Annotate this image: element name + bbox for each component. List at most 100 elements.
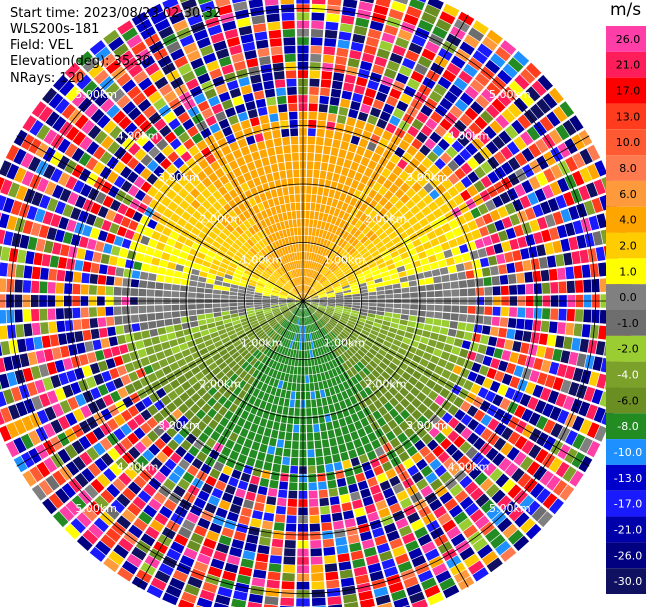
range-gate [102,195,114,208]
range-gate [292,244,297,253]
range-gate [62,231,73,245]
range-gate [559,101,575,118]
range-gate [282,255,287,264]
range-gate [348,279,357,285]
range-gate [235,367,244,376]
range-gate [409,286,418,293]
range-gate [504,462,519,477]
range-gate [264,504,276,514]
range-gate [307,287,313,295]
range-gate [153,471,167,484]
range-gate [213,461,225,472]
range-gate [373,192,383,203]
range-gate [325,309,334,314]
range-gate [416,478,429,491]
range-gate [255,242,263,251]
range-gate [264,217,272,227]
range-gate [213,312,222,318]
range-gate [268,225,275,234]
range-gate [525,355,536,368]
range-gate [287,262,292,271]
range-gate [497,69,513,85]
range-gate [248,593,263,604]
range-gate [514,183,526,197]
range-gate [169,362,180,372]
range-gate [427,254,437,263]
range-gate [263,307,271,311]
range-gate [108,36,125,52]
range-gate [381,423,392,434]
range-gate [258,56,271,66]
range-gate [105,82,120,97]
range-gate [275,353,281,362]
range-gate [198,215,209,226]
range-gate [179,251,189,260]
range-gate [174,241,184,250]
range-gate [435,252,445,261]
range-gate [300,334,302,342]
range-gate [100,53,116,68]
range-gate [297,295,303,301]
range-gate [107,326,116,337]
range-gate [322,213,329,222]
range-gate [346,224,354,233]
range-gate [213,550,227,562]
range-gate [406,145,418,157]
range-gate [307,358,312,367]
range-gate [329,252,336,260]
range-gate [203,538,217,550]
range-gate [327,295,336,298]
range-gate [573,323,583,337]
range-gate [372,356,381,365]
range-gate [390,322,399,329]
range-gate [589,324,599,339]
range-gate [280,276,287,283]
range-gate [447,186,459,198]
range-gate [473,437,486,451]
range-gate [423,408,434,420]
range-gate [34,379,46,394]
range-gate [335,227,342,236]
range-gate [153,178,165,190]
range-gate [264,287,272,292]
range-gate [463,211,474,223]
range-gate [306,277,309,285]
range-gate [295,286,300,294]
range-gate [237,453,248,464]
range-gate [338,175,347,184]
range-gate [367,28,382,40]
range-gate [0,213,10,229]
range-gate [388,8,404,21]
range-gate [309,211,315,219]
range-gate [8,182,21,198]
range-gate [544,347,555,360]
range-gate [285,523,297,532]
range-gate [194,221,205,231]
range-gate [472,537,488,552]
range-gate [288,374,293,383]
range-gate [318,275,324,283]
range-gate [352,305,360,309]
range-gate [212,190,223,201]
range-gate [332,173,340,182]
range-gate [242,256,251,264]
range-gate [201,444,212,456]
range-gate [550,282,559,294]
range-gate [552,479,568,496]
range-gate [320,87,331,97]
range-gate [297,268,300,277]
range-gate [336,182,344,192]
range-gate [478,365,490,376]
range-gate [574,309,584,322]
range-gate [466,314,476,323]
range-gate [158,563,174,576]
range-gate [279,304,288,308]
range-gate [317,187,324,196]
range-gate [284,347,289,356]
range-gate [351,310,360,315]
range-gate [109,222,120,235]
range-gate [252,349,260,357]
range-gate [228,348,238,356]
range-gate [277,213,284,222]
range-gate [285,312,292,319]
